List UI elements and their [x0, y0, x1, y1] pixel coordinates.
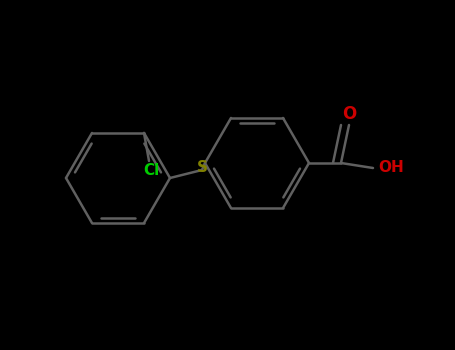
Text: O: O [342, 105, 356, 123]
Text: S: S [197, 161, 207, 175]
Text: OH: OH [378, 161, 404, 175]
Text: Cl: Cl [143, 163, 159, 178]
